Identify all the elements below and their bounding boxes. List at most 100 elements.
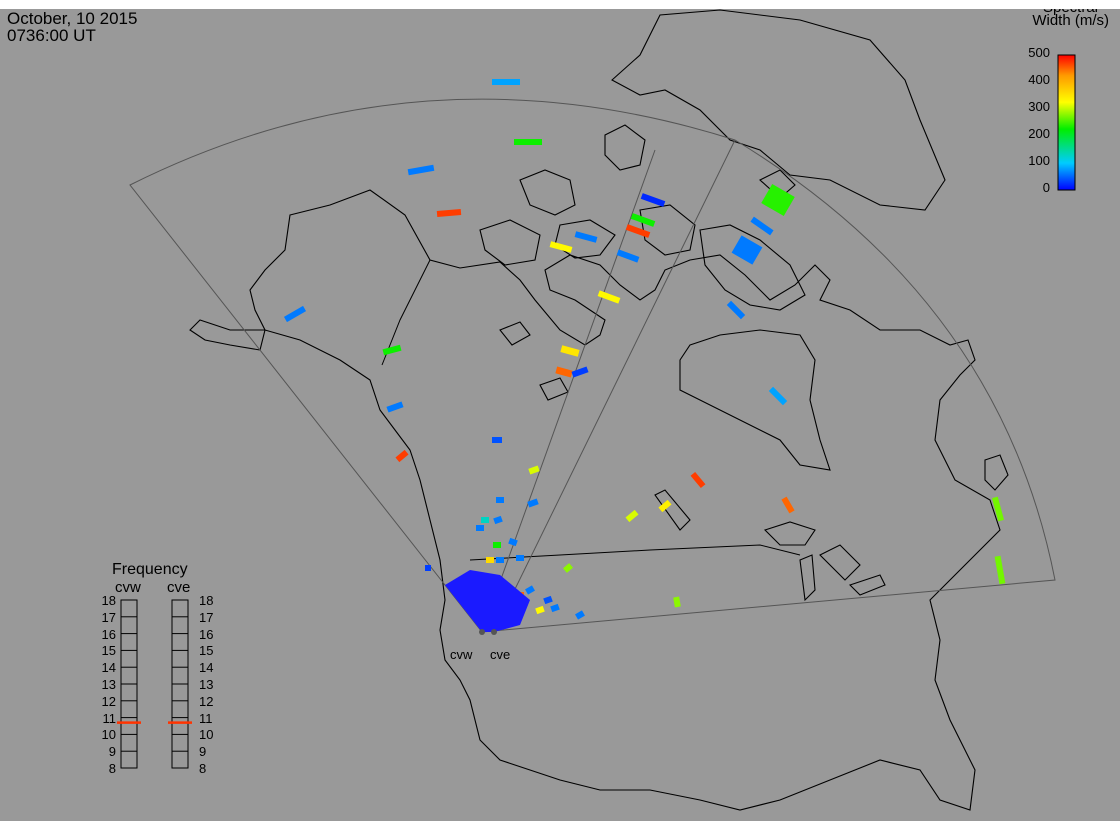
echo-cell xyxy=(673,596,681,608)
frequency-tick-right: 13 xyxy=(199,677,214,692)
arctic-island-1 xyxy=(604,124,646,171)
victoria-island xyxy=(479,219,541,266)
echo-cell xyxy=(492,437,502,443)
frequency-tick-left: 11 xyxy=(102,710,117,726)
frequency-tick-left: 9 xyxy=(108,744,116,760)
echo-cell xyxy=(625,224,651,238)
north-america-coastline xyxy=(189,189,1001,811)
echo-cell xyxy=(550,603,560,613)
great-lake-michigan xyxy=(799,554,816,602)
echo-cell xyxy=(994,555,1006,585)
colorbar-gradient xyxy=(1057,54,1076,191)
echo-cell xyxy=(991,496,1005,522)
time-label: 0736:00 UT xyxy=(7,26,96,45)
echo-cell xyxy=(781,496,795,514)
radar-site-cve xyxy=(491,629,497,635)
frequency-title: Frequency xyxy=(112,561,188,578)
arctic-island-4 xyxy=(639,204,696,256)
echo-cell xyxy=(496,557,504,563)
echo-cell xyxy=(436,208,462,218)
colorbar-tick: 300 xyxy=(1028,99,1050,114)
frequency-gauges xyxy=(117,599,192,769)
us-canada-border xyxy=(469,544,801,561)
radar-label-cve: cve xyxy=(490,647,511,662)
greenland-outline xyxy=(611,9,946,211)
frequency-tick-right: 9 xyxy=(199,744,207,760)
echo-cell xyxy=(690,471,706,489)
frequency-tick-left: 17 xyxy=(101,609,116,625)
radar-site-cvw xyxy=(479,629,485,635)
frequency-tick-right: 10 xyxy=(199,727,214,743)
echo-cell xyxy=(486,557,494,563)
island-small-2 xyxy=(539,377,569,401)
island-small-1 xyxy=(499,321,531,346)
great-lake-erie xyxy=(848,574,886,596)
frequency-tick-left: 16 xyxy=(101,626,116,642)
frequency-tick-right: 16 xyxy=(199,626,214,642)
echo-layer xyxy=(283,79,1006,632)
echo-cell xyxy=(493,542,501,548)
frequency-tick-right: 8 xyxy=(199,761,207,776)
echo-cell xyxy=(425,565,431,571)
frequency-tick-right: 14 xyxy=(199,660,214,676)
frequency-tick-right: 18 xyxy=(199,593,214,608)
frequency-radar-label-cvw: cvw xyxy=(115,579,141,596)
radar-label-cvw: cvw xyxy=(450,647,473,662)
echo-cell xyxy=(496,497,504,503)
echo-cell xyxy=(527,498,539,508)
echo-cell xyxy=(571,366,589,378)
echo-cell xyxy=(492,79,520,85)
echo-cell xyxy=(382,344,402,356)
echo-cell xyxy=(658,499,672,513)
frequency-tick-left: 14 xyxy=(101,660,116,676)
fov-outline xyxy=(129,98,1056,633)
echo-cell xyxy=(761,183,795,217)
frequency-tick-right: 12 xyxy=(199,693,214,709)
echo-cell xyxy=(616,249,640,263)
radar-sites xyxy=(479,629,497,635)
frequency-tick-right: 15 xyxy=(199,643,214,659)
echo-cell xyxy=(508,537,518,547)
frequency-tick-left: 13 xyxy=(101,677,116,692)
coastlines xyxy=(189,9,1009,811)
frequency-tick-left: 8 xyxy=(108,761,116,776)
frequency-tick-left: 10 xyxy=(101,727,116,743)
colorbar-title-line2: Width (m/s) xyxy=(1032,12,1109,29)
echo-cell xyxy=(543,595,553,605)
echo-cell xyxy=(386,401,404,413)
date-label: October, 10 2015 xyxy=(7,9,138,28)
frequency-tick-left: 12 xyxy=(101,693,116,709)
echo-cell xyxy=(476,525,484,531)
frequency-tick-left: 15 xyxy=(101,643,116,659)
echo-cell xyxy=(560,345,580,357)
echo-cell xyxy=(630,213,656,227)
colorbar-tick: 100 xyxy=(1028,153,1050,168)
echo-cell xyxy=(750,216,774,236)
echo-cell xyxy=(283,305,307,323)
frequency-tick-right: 11 xyxy=(199,710,213,726)
great-lake-superior xyxy=(763,521,816,546)
echo-cell xyxy=(493,515,503,525)
echo-cell xyxy=(535,605,545,615)
frequency-radar-label-cve: cve xyxy=(167,579,191,596)
echo-cell xyxy=(726,300,746,320)
echo-cell xyxy=(731,235,763,265)
echo-cell xyxy=(563,563,573,573)
colorbar-tick: 500 xyxy=(1028,45,1050,60)
frequency-tick-right: 17 xyxy=(199,609,214,625)
echo-cell xyxy=(528,465,540,475)
baffin-island xyxy=(699,224,806,311)
colorbar-tick: 200 xyxy=(1028,126,1050,141)
echo-cell xyxy=(549,241,573,253)
newfoundland xyxy=(984,454,1009,491)
echo-cell xyxy=(640,193,666,207)
echo-cell xyxy=(575,610,585,620)
echo-cell xyxy=(516,555,524,561)
echo-cell xyxy=(625,509,639,523)
echo-cell xyxy=(597,290,621,304)
echo-cell xyxy=(574,231,598,243)
fov-cvw-east-edge xyxy=(481,149,656,633)
echo-cell xyxy=(768,386,788,406)
echo-cell xyxy=(555,366,573,378)
